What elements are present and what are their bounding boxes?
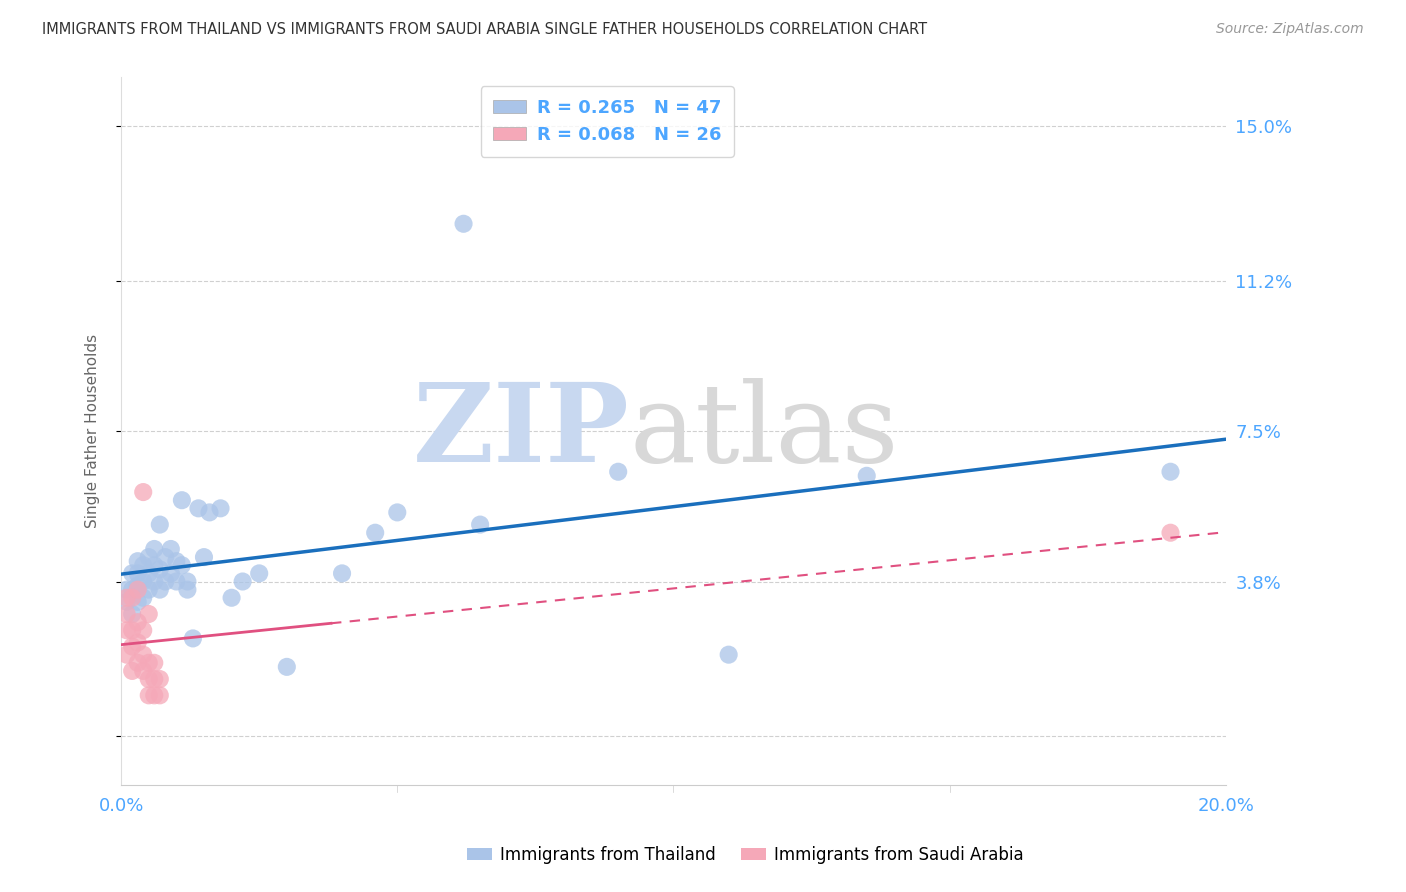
Point xyxy=(387,505,409,519)
Legend: Immigrants from Thailand, Immigrants from Saudi Arabia: Immigrants from Thailand, Immigrants fro… xyxy=(460,839,1031,871)
Point xyxy=(143,558,166,573)
Point xyxy=(132,485,155,500)
Point xyxy=(187,501,209,516)
Point xyxy=(232,574,254,589)
Point xyxy=(176,582,198,597)
Point xyxy=(138,566,160,581)
Point xyxy=(181,632,204,646)
Point xyxy=(127,566,149,581)
Point xyxy=(127,595,149,609)
Point xyxy=(132,664,155,678)
Point xyxy=(193,550,215,565)
Point xyxy=(115,582,138,597)
Point xyxy=(138,656,160,670)
Point xyxy=(127,656,149,670)
Point xyxy=(115,648,138,662)
Text: Source: ZipAtlas.com: Source: ZipAtlas.com xyxy=(1216,22,1364,37)
Point xyxy=(247,566,270,581)
Point xyxy=(176,574,198,589)
Point xyxy=(221,591,243,605)
Point xyxy=(209,501,232,516)
Point xyxy=(453,217,475,231)
Point xyxy=(127,615,149,629)
Point xyxy=(607,465,630,479)
Point xyxy=(132,558,155,573)
Point xyxy=(121,582,143,597)
Point xyxy=(1160,525,1182,540)
Point xyxy=(160,566,183,581)
Text: atlas: atlas xyxy=(630,377,898,484)
Point xyxy=(115,595,138,609)
Point xyxy=(1160,465,1182,479)
Point xyxy=(330,566,353,581)
Point xyxy=(115,607,138,621)
Point xyxy=(155,574,177,589)
Point xyxy=(121,591,143,605)
Point xyxy=(468,517,491,532)
Point xyxy=(127,582,149,597)
Point xyxy=(121,640,143,654)
Point xyxy=(132,648,155,662)
Point xyxy=(149,689,172,703)
Point xyxy=(160,541,183,556)
Point xyxy=(143,541,166,556)
Point xyxy=(138,607,160,621)
Point xyxy=(149,672,172,686)
Point xyxy=(138,689,160,703)
Point xyxy=(132,574,155,589)
Point xyxy=(198,505,221,519)
Text: IMMIGRANTS FROM THAILAND VS IMMIGRANTS FROM SAUDI ARABIA SINGLE FATHER HOUSEHOLD: IMMIGRANTS FROM THAILAND VS IMMIGRANTS F… xyxy=(42,22,928,37)
Point xyxy=(121,607,143,621)
Point xyxy=(132,591,155,605)
Legend: R = 0.265   N = 47, R = 0.068   N = 26: R = 0.265 N = 47, R = 0.068 N = 26 xyxy=(481,87,734,157)
Point xyxy=(143,672,166,686)
Point xyxy=(121,624,143,638)
Point xyxy=(364,525,387,540)
Point xyxy=(127,554,149,568)
Point xyxy=(143,689,166,703)
Point xyxy=(170,558,193,573)
Y-axis label: Single Father Households: Single Father Households xyxy=(86,334,100,528)
Point xyxy=(138,672,160,686)
Point xyxy=(127,635,149,649)
Point xyxy=(115,624,138,638)
Point xyxy=(149,562,172,576)
Point xyxy=(121,664,143,678)
Point xyxy=(717,648,740,662)
Point xyxy=(138,550,160,565)
Point xyxy=(165,574,187,589)
Point xyxy=(149,517,172,532)
Point xyxy=(132,624,155,638)
Point xyxy=(138,582,160,597)
Point xyxy=(121,566,143,581)
Point xyxy=(127,578,149,592)
Point xyxy=(276,660,298,674)
Point xyxy=(165,554,187,568)
Point xyxy=(115,591,138,605)
Point xyxy=(170,493,193,508)
Point xyxy=(149,582,172,597)
Text: ZIP: ZIP xyxy=(412,377,630,484)
Point xyxy=(155,550,177,565)
Point xyxy=(855,468,877,483)
Point xyxy=(143,656,166,670)
Point xyxy=(143,574,166,589)
